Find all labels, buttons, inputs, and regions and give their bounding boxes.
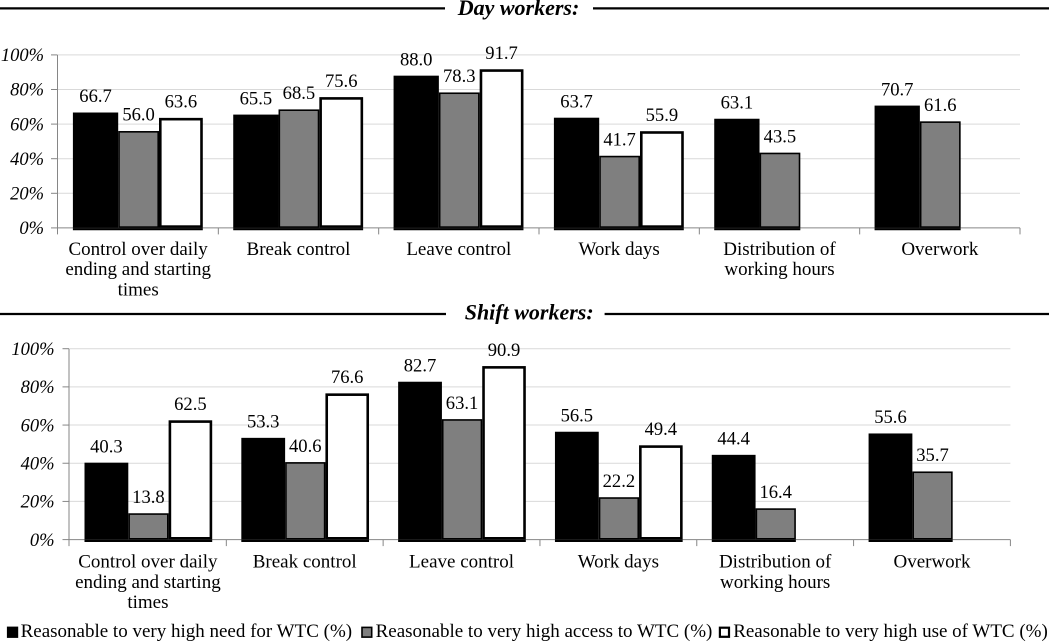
svg-text:90.9: 90.9 xyxy=(488,340,521,361)
svg-text:75.6: 75.6 xyxy=(325,71,358,92)
svg-text:100%: 100% xyxy=(1,46,44,66)
svg-text:13.8: 13.8 xyxy=(132,487,165,508)
svg-text:70.7: 70.7 xyxy=(881,79,914,100)
svg-text:22.2: 22.2 xyxy=(603,471,636,492)
svg-text:63.1: 63.1 xyxy=(721,92,754,113)
svg-text:Shift workers:: Shift workers: xyxy=(465,299,594,324)
svg-text:65.5: 65.5 xyxy=(240,88,273,109)
svg-text:55.9: 55.9 xyxy=(646,105,679,126)
svg-text:40.6: 40.6 xyxy=(289,436,322,457)
svg-text:40%: 40% xyxy=(10,150,44,170)
svg-text:53.3: 53.3 xyxy=(247,412,280,433)
svg-text:91.7: 91.7 xyxy=(485,43,518,64)
svg-text:ending and starting: ending and starting xyxy=(65,259,211,280)
svg-text:61.6: 61.6 xyxy=(924,95,957,116)
svg-text:ending and starting: ending and starting xyxy=(75,572,221,593)
svg-text:40%: 40% xyxy=(21,454,55,474)
svg-text:88.0: 88.0 xyxy=(400,49,433,70)
svg-text:63.6: 63.6 xyxy=(165,92,198,113)
svg-text:Distribution of: Distribution of xyxy=(723,239,836,260)
svg-text:43.5: 43.5 xyxy=(764,126,797,147)
svg-text:68.5: 68.5 xyxy=(283,83,316,104)
svg-text:Day workers:: Day workers: xyxy=(457,0,580,20)
svg-text:44.4: 44.4 xyxy=(717,429,750,450)
svg-text:40.3: 40.3 xyxy=(90,436,123,457)
svg-text:62.5: 62.5 xyxy=(174,394,207,415)
svg-text:41.7: 41.7 xyxy=(603,129,636,150)
svg-text:Work days: Work days xyxy=(578,552,659,573)
svg-text:82.7: 82.7 xyxy=(404,355,437,376)
svg-text:Reasonable to very high use of: Reasonable to very high use of WTC (%) xyxy=(733,621,1048,642)
svg-text:Control over daily: Control over daily xyxy=(69,239,209,260)
svg-text:20%: 20% xyxy=(10,185,44,205)
svg-text:Work days: Work days xyxy=(579,239,660,260)
svg-text:100%: 100% xyxy=(11,340,54,360)
svg-text:Reasonable to very high access: Reasonable to very high access to WTC (%… xyxy=(376,621,713,642)
svg-text:working hours: working hours xyxy=(724,259,834,280)
svg-text:60%: 60% xyxy=(21,416,55,436)
svg-text:working hours: working hours xyxy=(720,572,830,593)
svg-text:Overwork: Overwork xyxy=(901,239,979,260)
svg-text:76.6: 76.6 xyxy=(331,367,364,388)
svg-text:78.3: 78.3 xyxy=(443,66,476,87)
svg-text:20%: 20% xyxy=(21,493,55,513)
svg-text:Leave control: Leave control xyxy=(409,552,514,573)
svg-text:56.0: 56.0 xyxy=(122,105,155,126)
svg-text:16.4: 16.4 xyxy=(759,482,792,503)
svg-text:Distribution of: Distribution of xyxy=(719,552,832,573)
svg-text:49.4: 49.4 xyxy=(645,419,678,440)
svg-text:Control over daily: Control over daily xyxy=(78,552,218,573)
svg-text:Break control: Break control xyxy=(247,239,351,260)
svg-text:times: times xyxy=(127,592,168,613)
svg-text:55.6: 55.6 xyxy=(874,407,907,428)
svg-text:63.7: 63.7 xyxy=(560,91,593,112)
svg-text:80%: 80% xyxy=(21,378,55,398)
svg-text:80%: 80% xyxy=(10,81,44,101)
svg-text:times: times xyxy=(118,279,159,300)
svg-text:35.7: 35.7 xyxy=(916,445,949,466)
svg-text:Reasonable to very high need f: Reasonable to very high need for WTC (%) xyxy=(21,621,353,642)
svg-text:Break control: Break control xyxy=(253,552,357,573)
svg-text:0%: 0% xyxy=(30,531,55,551)
svg-text:0%: 0% xyxy=(19,219,44,239)
svg-text:Overwork: Overwork xyxy=(893,552,971,573)
svg-text:56.5: 56.5 xyxy=(561,405,594,426)
svg-text:66.7: 66.7 xyxy=(79,86,112,107)
svg-text:60%: 60% xyxy=(10,115,44,135)
svg-text:Leave control: Leave control xyxy=(406,239,511,260)
svg-text:63.1: 63.1 xyxy=(446,393,479,414)
